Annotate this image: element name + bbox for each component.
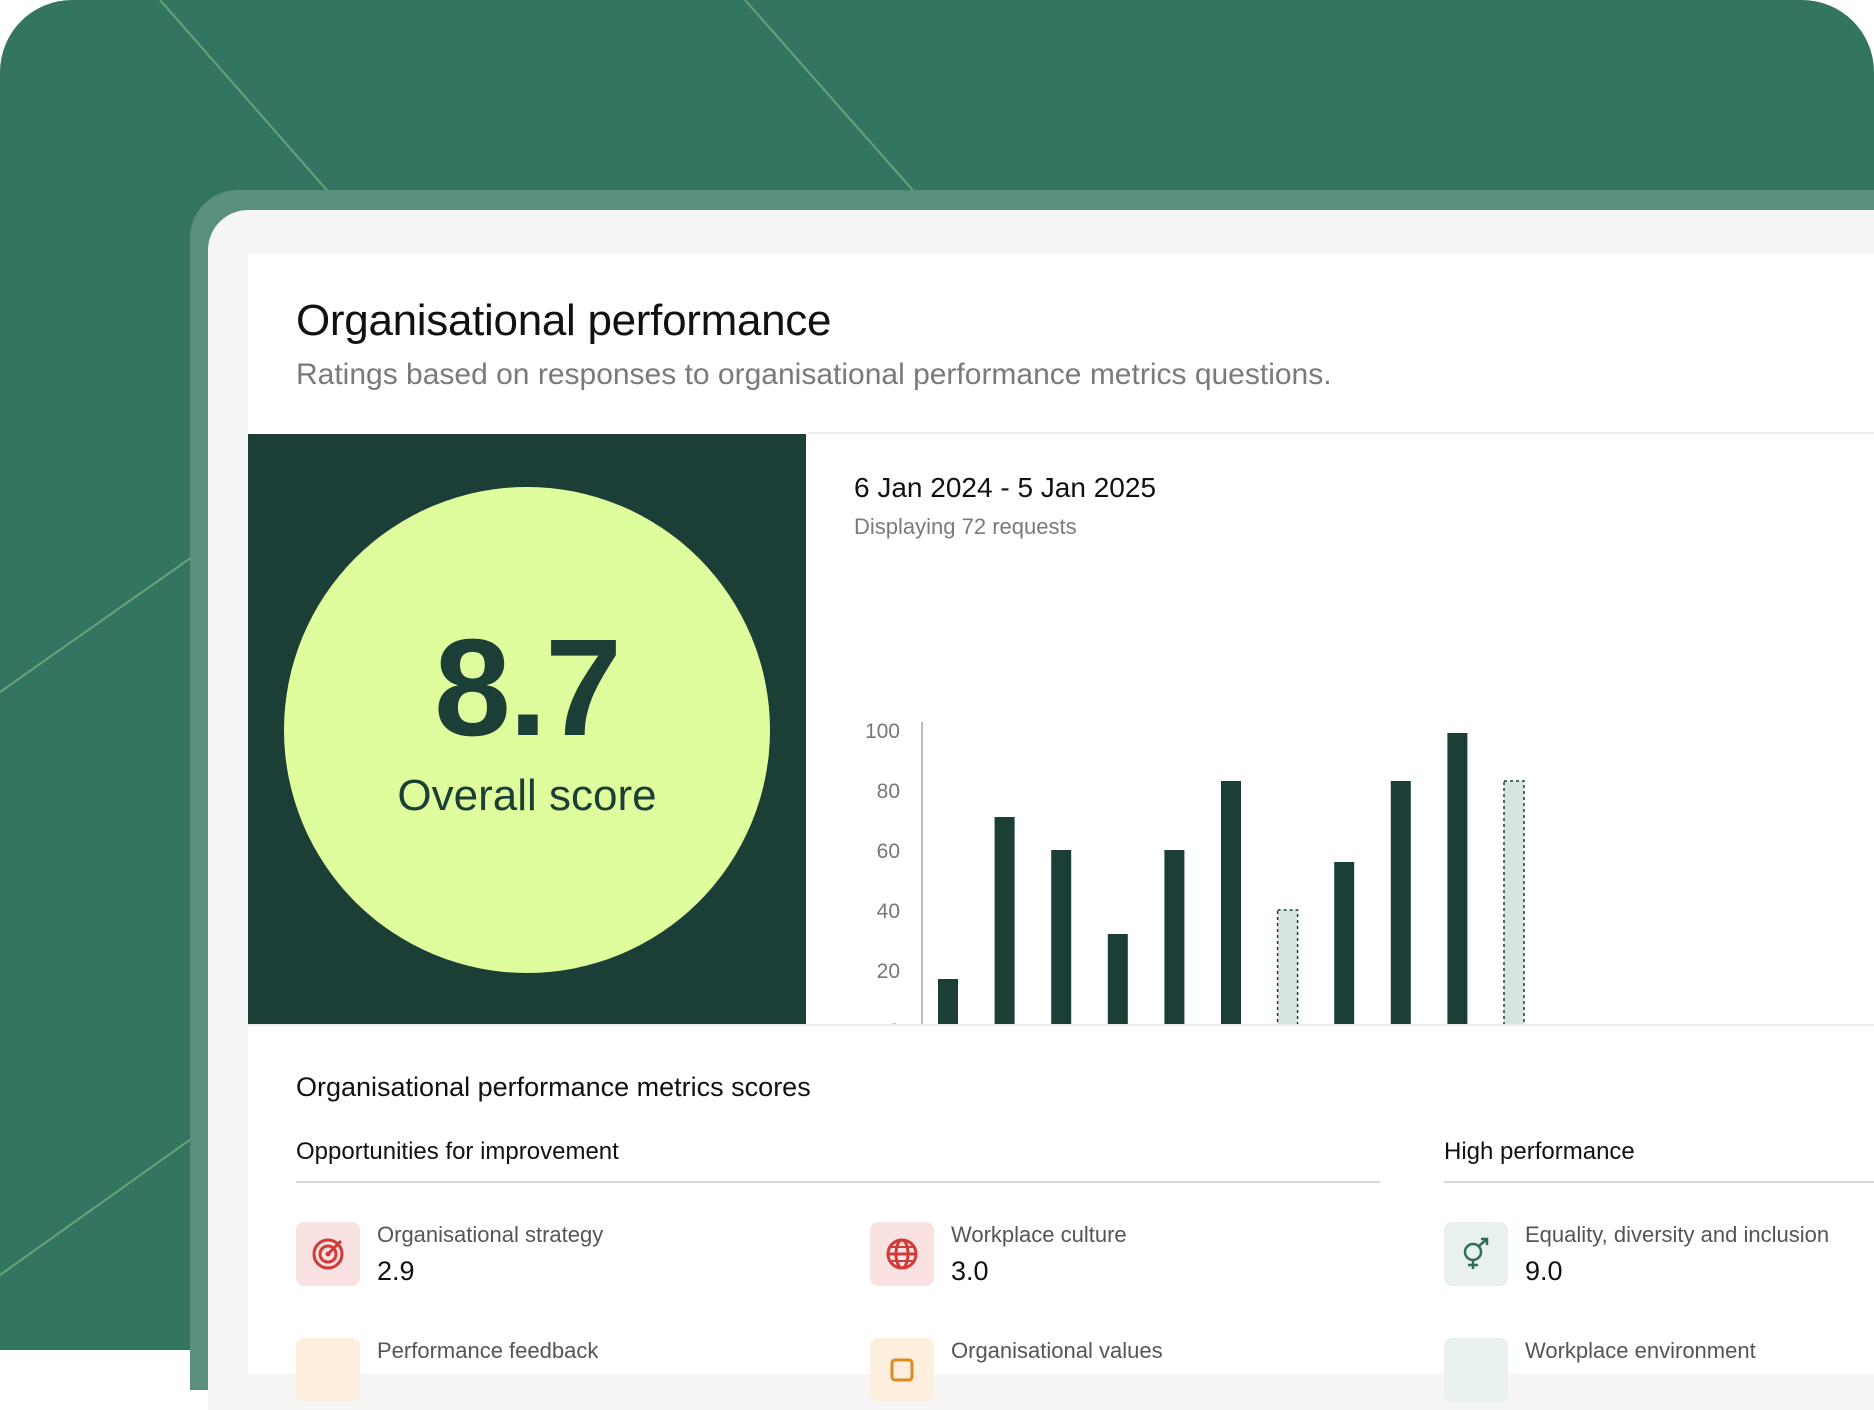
performance-card: Organisational performance Ratings based… [248,254,1874,1402]
metric-name: Workplace environment [1525,1338,1756,1363]
metric-value: 2.9 [377,1256,415,1286]
metric-workplace-culture[interactable]: Workplace culture 3.0 [870,1222,1290,1292]
y-tick-label: 20 [877,960,900,983]
high-performance-heading: High performance [1444,1138,1635,1165]
overall-score-panel: 8.7 Overall score [248,434,806,1024]
metric-name: Equality, diversity and inclusion [1525,1222,1830,1247]
bar-projected [1503,780,1525,1024]
bar [1164,850,1185,1024]
high-performance-rule [1444,1181,1874,1183]
divider [808,432,1874,434]
metric-name: Workplace culture [951,1222,1127,1247]
bar-chart: 6 Jan 2024 - 5 Jan 2025 Displaying 72 re… [806,434,1874,1024]
page-title: Organisational performance [296,296,832,345]
bar [938,979,958,1024]
y-tick-label: 100 [865,720,900,743]
bar [1051,850,1072,1024]
environment-icon [1444,1338,1508,1402]
overall-score-value: 8.7 [434,611,622,765]
metric-name: Organisational values [951,1338,1163,1363]
bar [1221,781,1241,1024]
chart-svg: 020406080100Jan 2024Feb 2024Mar 2024Apr … [865,720,1525,1024]
bar [1107,934,1128,1024]
y-tick-label: 60 [877,840,900,863]
opportunities-rule [296,1181,1380,1183]
y-tick-label: 80 [877,780,900,803]
bar-projected [1276,909,1299,1024]
bar [1390,781,1411,1024]
metric-name: Organisational strategy [377,1222,604,1247]
divider [248,1024,1874,1026]
request-count: Displaying 72 requests [854,514,1077,539]
overall-score-label: Overall score [397,771,657,820]
metric-value: 3.0 [951,1256,989,1286]
bar [994,817,1015,1024]
metric-organisational-strategy[interactable]: Organisational strategy 2.9 [296,1222,716,1292]
opportunities-heading: Opportunities for improvement [296,1138,619,1165]
metric-name: Performance feedback [377,1338,599,1363]
metric-value: 9.0 [1525,1256,1563,1286]
metric-performance-feedback[interactable]: Performance feedback [296,1338,716,1408]
globe-icon [870,1222,934,1286]
target-icon [296,1222,360,1286]
metric-workplace-environment[interactable]: Workplace environment [1444,1338,1874,1408]
metrics-section-title: Organisational performance metrics score… [296,1072,811,1102]
bar [1334,862,1355,1024]
page-subtitle: Ratings based on responses to organisati… [296,358,1332,391]
feedback-icon [296,1338,360,1402]
bar [1447,733,1468,1024]
values-icon [870,1338,934,1402]
date-range[interactable]: 6 Jan 2024 - 5 Jan 2025 [854,472,1157,503]
y-tick-label: 40 [877,900,900,923]
y-tick-label: 0 [888,1020,900,1024]
metric-organisational-values[interactable]: Organisational values [870,1338,1290,1408]
gender-icon [1444,1222,1508,1286]
metric-equality-diversity-inclusion[interactable]: Equality, diversity and inclusion 9.0 [1444,1222,1874,1292]
score-circle: 8.7 Overall score [284,487,770,973]
